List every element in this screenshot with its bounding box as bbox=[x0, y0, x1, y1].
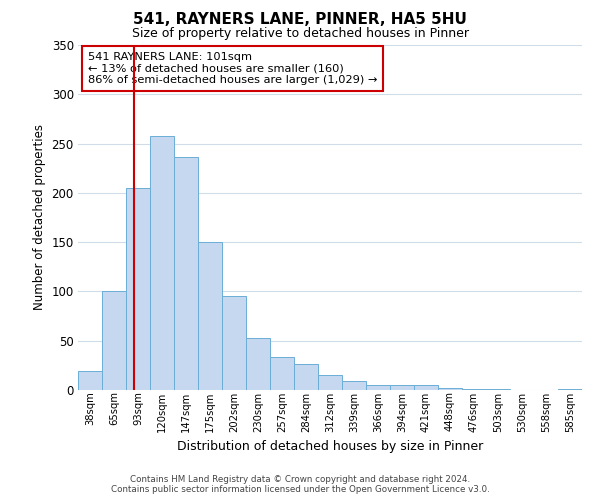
Bar bbox=[102, 292, 126, 390]
Bar bbox=[414, 385, 438, 390]
Bar bbox=[318, 375, 342, 390]
Bar bbox=[198, 242, 222, 390]
X-axis label: Distribution of detached houses by size in Pinner: Distribution of detached houses by size … bbox=[177, 440, 483, 453]
Bar bbox=[150, 136, 174, 390]
Text: Contains HM Land Registry data © Crown copyright and database right 2024.
Contai: Contains HM Land Registry data © Crown c… bbox=[110, 474, 490, 494]
Bar bbox=[438, 388, 462, 390]
Bar bbox=[390, 385, 414, 390]
Bar bbox=[342, 381, 366, 390]
Bar bbox=[294, 364, 318, 390]
Bar bbox=[78, 372, 102, 390]
Bar bbox=[486, 389, 510, 390]
Bar bbox=[174, 158, 198, 390]
Bar bbox=[246, 338, 270, 390]
Bar bbox=[126, 188, 150, 390]
Bar bbox=[366, 385, 390, 390]
Bar bbox=[558, 389, 582, 390]
Bar bbox=[222, 296, 246, 390]
Y-axis label: Number of detached properties: Number of detached properties bbox=[33, 124, 46, 310]
Bar bbox=[270, 358, 294, 390]
Text: 541 RAYNERS LANE: 101sqm
← 13% of detached houses are smaller (160)
86% of semi-: 541 RAYNERS LANE: 101sqm ← 13% of detach… bbox=[88, 52, 377, 85]
Text: 541, RAYNERS LANE, PINNER, HA5 5HU: 541, RAYNERS LANE, PINNER, HA5 5HU bbox=[133, 12, 467, 28]
Bar bbox=[462, 389, 486, 390]
Text: Size of property relative to detached houses in Pinner: Size of property relative to detached ho… bbox=[131, 28, 469, 40]
